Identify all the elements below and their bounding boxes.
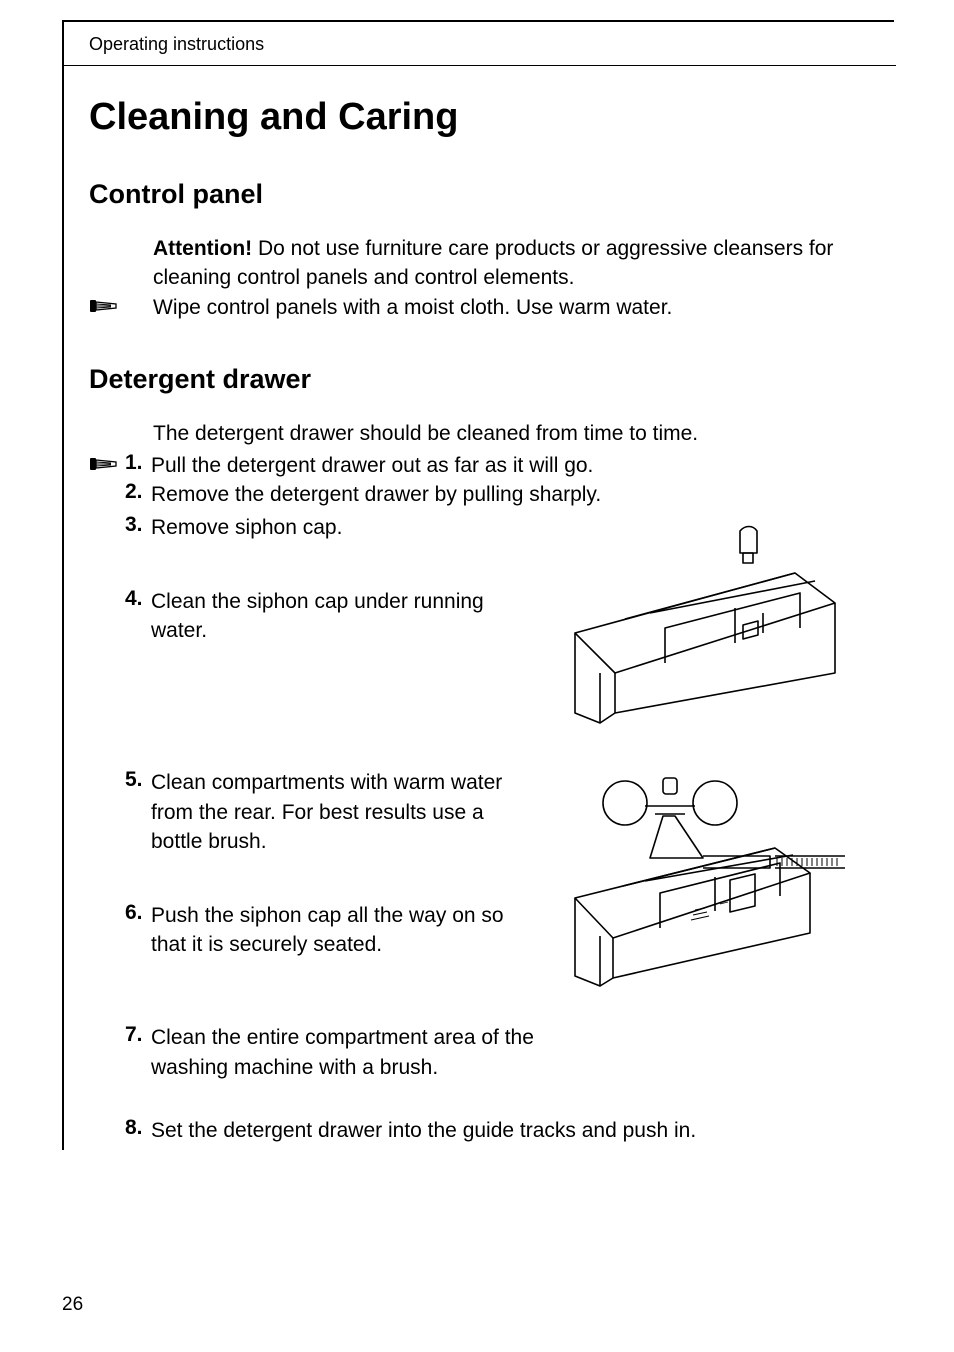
step-3-text: Remove siphon cap. [151,513,525,542]
step-number: 4. [125,587,151,611]
step-4: 4. Clean the siphon cap under running wa… [125,587,525,646]
tip-text-control-panel: Wipe control panels with a moist cloth. … [153,293,672,322]
step-number: 8. [125,1116,151,1140]
tip-hand-icon [89,453,119,475]
step-number: 7. [125,1023,151,1047]
step-3: 3. Remove siphon cap. [125,513,525,542]
step-list: 2. Remove the detergent drawer by pullin… [125,480,871,1146]
step-number: 5. [125,768,151,792]
step-5: 5. Clean compartments with warm water fr… [125,768,525,856]
attention-label: Attention! [153,237,252,260]
step-number: 2. [125,480,151,504]
step-4-text: Clean the siphon cap under running water… [151,587,525,646]
tip-row-control-panel: Wipe control panels with a moist cloth. … [89,293,871,322]
page-number: 26 [62,1294,83,1316]
step-7-text: Clean the entire compartment area of the… [151,1023,551,1082]
step-number: 3. [125,513,151,537]
tip-row-detergent: 1. Pull the detergent drawer out as far … [89,451,871,480]
running-header: Operating instructions [64,34,896,66]
section-heading-detergent-drawer: Detergent drawer [89,364,871,395]
step-6-text: Push the siphon cap all the way on so th… [151,901,525,960]
step-number: 6. [125,901,151,925]
tip-hand-icon [89,295,119,317]
step-6: 6. Push the siphon cap all the way on so… [125,901,525,960]
step-5-text: Clean compartments with warm water from … [151,768,525,856]
section-heading-control-panel: Control panel [89,179,871,210]
step-1-text: Pull the detergent drawer out as far as … [151,451,593,480]
figure-drawer-siphon-removed [545,513,845,738]
detergent-intro: The detergent drawer should be cleaned f… [153,419,871,448]
page-frame: Operating instructions Cleaning and Cari… [62,20,894,1150]
step-2: 2. Remove the detergent drawer by pullin… [125,480,871,509]
step-2-text: Remove the detergent drawer by pulling s… [151,480,871,509]
page-title: Cleaning and Caring [89,96,871,139]
page-content: Cleaning and Caring Control panel Attent… [64,66,871,1146]
figure-drawer-cleaning-tap [545,768,845,1003]
step-7: 7. Clean the entire compartment area of … [125,1023,871,1082]
attention-paragraph: Attention! Do not use furniture care pro… [153,234,871,293]
step-number: 1. [125,451,151,480]
attention-text: Do not use furniture care products or ag… [153,237,833,289]
step-8-text: Set the detergent drawer into the guide … [151,1116,871,1145]
step-8: 8. Set the detergent drawer into the gui… [125,1116,871,1145]
step-5-row: 5. Clean compartments with warm water fr… [125,768,871,1003]
step-3-row: 3. Remove siphon cap. 4. Clean the sipho… [125,513,871,738]
